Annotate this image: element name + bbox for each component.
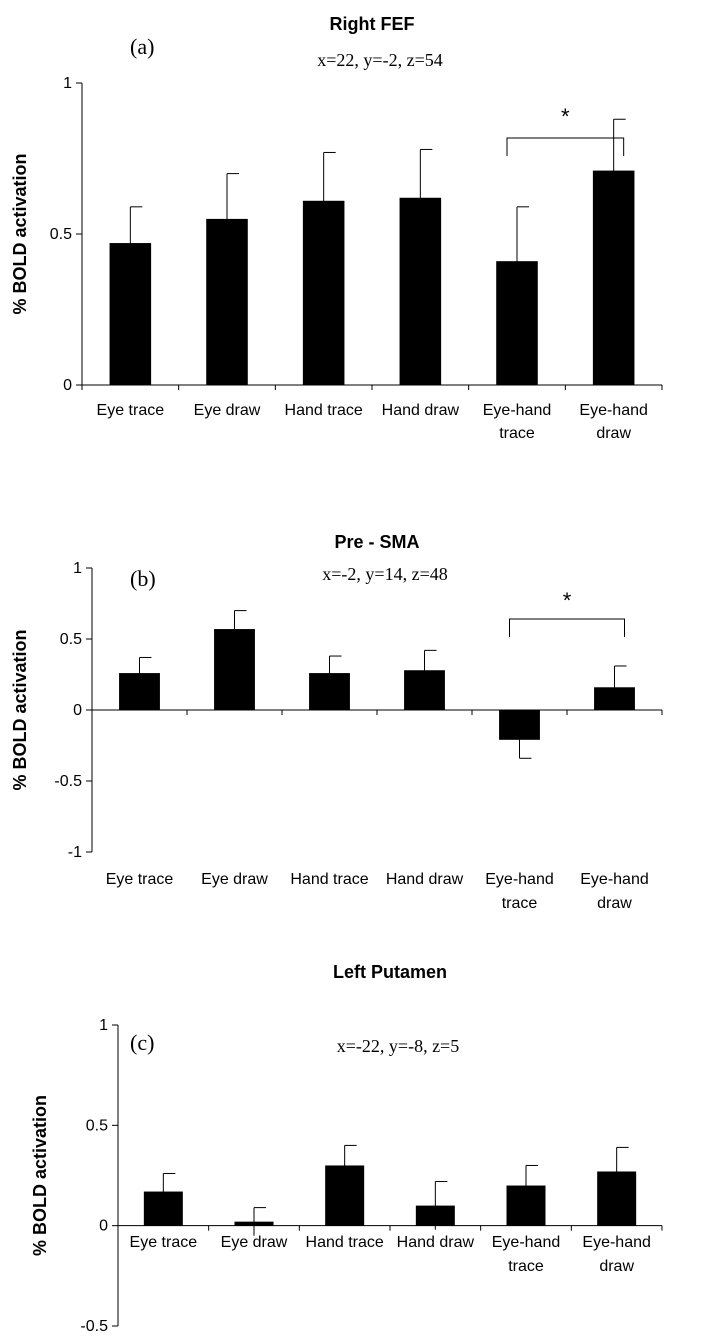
panel-label: (b)	[130, 566, 156, 591]
y-tick-label: 0	[63, 377, 72, 394]
category-label: Eye draw	[194, 402, 261, 419]
significance-marker: *	[563, 588, 572, 613]
category-label: Eye-hand	[582, 1234, 651, 1251]
y-tick-label: 0	[73, 702, 82, 719]
chart-title: Right FEF	[330, 14, 415, 34]
category-label: Eye draw	[221, 1234, 288, 1251]
category-label: Hand trace	[290, 871, 368, 888]
category-label: draw	[596, 425, 631, 442]
category-label: Eye-hand	[580, 871, 649, 888]
chart-title: Left Putamen	[333, 962, 447, 982]
category-label: Hand draw	[382, 402, 460, 419]
category-label: Eye-hand	[492, 1234, 561, 1251]
significance-bracket	[506, 137, 625, 156]
significance-marker: *	[561, 104, 570, 129]
y-tick-label: 0.5	[60, 631, 82, 648]
category-label: Eye draw	[201, 871, 268, 888]
category-label: Hand draw	[397, 1234, 475, 1251]
panel-label: (c)	[130, 1030, 154, 1055]
coordinate-label: x=-2, y=14, z=48	[322, 564, 447, 584]
y-tick-label: 0.5	[50, 226, 72, 243]
category-label: Eye trace	[106, 871, 174, 888]
y-tick-label: -0.5	[80, 1318, 108, 1335]
y-tick-label: -0.5	[54, 773, 82, 790]
category-label: trace	[499, 425, 535, 442]
category-label: trace	[502, 895, 538, 912]
panel-label: (a)	[130, 34, 154, 59]
category-label: draw	[597, 895, 632, 912]
category-label: Eye-hand	[483, 402, 552, 419]
y-tick-label: 1	[73, 560, 82, 577]
coordinate-label: x=22, y=-2, z=54	[317, 50, 442, 70]
y-tick-label: -1	[68, 844, 82, 861]
category-label: Eye trace	[97, 402, 165, 419]
category-label: Hand trace	[306, 1234, 384, 1251]
y-tick-label: 0.5	[86, 1117, 108, 1134]
category-label: Hand trace	[285, 402, 363, 419]
category-label: Eye trace	[130, 1234, 198, 1251]
coordinate-label: x=-22, y=-8, z=5	[337, 1036, 459, 1056]
category-label: Hand draw	[386, 871, 464, 888]
y-tick-label: 0	[99, 1218, 108, 1235]
significance-bracket	[509, 618, 625, 637]
chart-title: Pre - SMA	[334, 532, 419, 552]
category-label: Eye-hand	[579, 402, 648, 419]
category-label: Eye-hand	[485, 871, 554, 888]
y-axis-label: % BOLD activation	[10, 153, 30, 314]
y-tick-label: 1	[99, 1017, 108, 1034]
y-axis-label: % BOLD activation	[30, 1095, 50, 1256]
category-label: draw	[599, 1258, 634, 1275]
y-axis-label: % BOLD activation	[10, 629, 30, 790]
y-tick-label: 1	[63, 75, 72, 92]
category-label: trace	[508, 1258, 544, 1275]
